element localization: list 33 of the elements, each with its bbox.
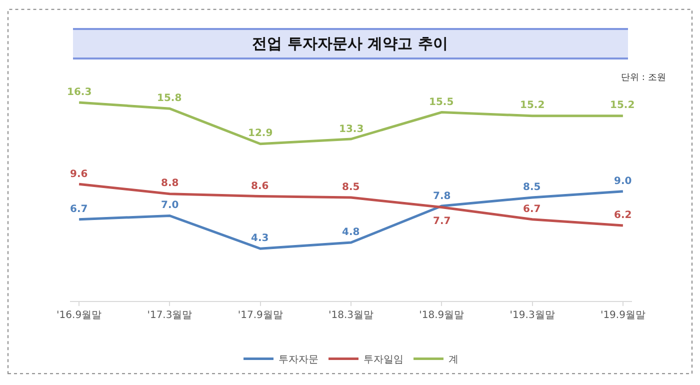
x-tick-label: '16.9월말 (56, 310, 102, 321)
data-label: 15.8 (157, 93, 182, 104)
data-label: 15.5 (429, 97, 454, 108)
data-label: 8.5 (523, 182, 541, 193)
data-label: 16.3 (67, 87, 92, 98)
data-label: 6.2 (614, 210, 632, 221)
x-tick-label: '17.9월말 (238, 310, 283, 321)
data-label: 9.0 (614, 176, 632, 187)
data-label: 6.7 (523, 204, 541, 215)
data-label: 7.0 (161, 200, 179, 211)
data-label: 15.2 (610, 100, 635, 111)
data-label: 13.3 (339, 124, 364, 135)
data-label: 7.8 (433, 191, 451, 202)
data-label: 9.6 (70, 169, 88, 180)
data-label: 8.8 (161, 178, 179, 189)
data-label: 15.2 (520, 100, 545, 111)
data-label: 8.5 (342, 182, 360, 193)
data-label: 12.9 (248, 128, 273, 139)
x-tick-label: '18.3월말 (328, 310, 374, 321)
legend-label: 계 (448, 354, 458, 366)
legend-label: 투자자문 (278, 354, 318, 366)
data-label: 8.6 (251, 181, 269, 192)
x-tick-label: '19.3월말 (510, 310, 555, 321)
text: 단위 : 조원 (621, 73, 666, 83)
legend-label: 투자일임 (364, 354, 404, 366)
x-tick-label: '18.9월말 (419, 310, 464, 321)
data-label: 7.7 (433, 216, 451, 227)
x-tick-label: '19.9월말 (600, 310, 646, 321)
chart-title: 전업 투자자문사 계약고 추이 (252, 34, 448, 52)
data-label: 6.7 (70, 204, 88, 215)
x-tick-label: '17.3월말 (147, 310, 192, 321)
data-label: 4.8 (342, 227, 360, 238)
data-label: 4.3 (251, 233, 269, 244)
